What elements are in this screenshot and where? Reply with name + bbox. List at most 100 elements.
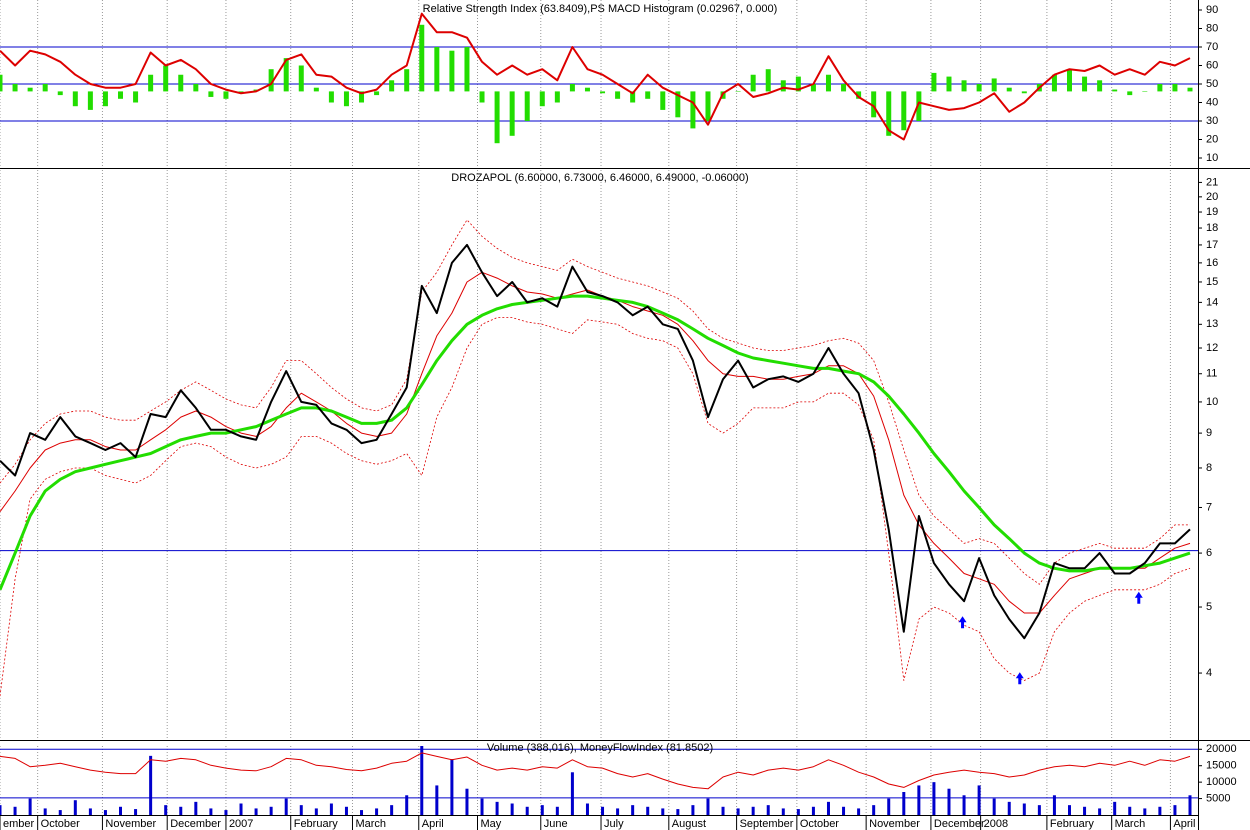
- bar: [1082, 76, 1088, 92]
- bar: [962, 795, 966, 815]
- bar: [1021, 91, 1027, 94]
- bar: [675, 91, 681, 118]
- y-tick-label: 8: [1206, 462, 1212, 474]
- bar: [1037, 805, 1041, 815]
- bar: [616, 808, 620, 815]
- bar: [43, 808, 47, 815]
- bar: [1188, 795, 1192, 815]
- y-tick-label: 80: [1206, 22, 1218, 34]
- bar: [1052, 795, 1056, 815]
- line: [0, 752, 1191, 790]
- bar: [163, 65, 169, 92]
- bar: [766, 805, 770, 815]
- y-tick-label: 7: [1206, 501, 1212, 513]
- y-tick-label: 19: [1206, 206, 1218, 218]
- bar: [283, 58, 289, 92]
- bar: [584, 87, 590, 92]
- bar: [133, 91, 139, 103]
- x-tick-label: March: [355, 818, 386, 830]
- y-tick-label: 12: [1206, 342, 1218, 354]
- y-tick-label: 6: [1206, 547, 1212, 559]
- bar: [464, 46, 470, 92]
- bar: [118, 91, 124, 99]
- x-tick-label: June: [544, 818, 568, 830]
- panel-title: Relative Strength Index (63.8409),PS MAC…: [423, 3, 778, 15]
- bar: [810, 84, 816, 92]
- bar: [223, 91, 229, 99]
- bar: [42, 84, 48, 92]
- y-tick-label: 70: [1206, 41, 1218, 53]
- bar: [690, 91, 696, 129]
- bar: [465, 788, 469, 815]
- bar: [886, 91, 892, 136]
- bar: [947, 788, 951, 815]
- bar: [328, 91, 334, 103]
- bar: [1006, 87, 1012, 92]
- bar: [735, 91, 741, 92]
- line: [0, 219, 1190, 585]
- bar: [569, 84, 575, 92]
- bar: [1172, 84, 1178, 92]
- y-tick-label: 40: [1206, 96, 1218, 108]
- bar: [1022, 803, 1026, 815]
- bar: [765, 69, 771, 92]
- y-tick-label: 90: [1206, 4, 1218, 16]
- bar: [0, 805, 2, 815]
- y-tick-label: 15000: [1206, 760, 1237, 772]
- bar: [268, 69, 274, 92]
- bar: [405, 795, 409, 815]
- bar: [676, 809, 680, 815]
- bar: [103, 810, 107, 815]
- bar: [1098, 808, 1102, 815]
- bar: [164, 805, 168, 815]
- bar: [570, 772, 574, 815]
- bar: [645, 91, 651, 99]
- bar: [946, 76, 952, 92]
- bar: [435, 785, 439, 815]
- bar: [1142, 91, 1148, 92]
- bar: [375, 808, 379, 815]
- bar: [615, 91, 621, 99]
- bar: [149, 755, 153, 815]
- bar: [254, 808, 258, 815]
- bar: [825, 74, 831, 92]
- bar: [72, 91, 78, 107]
- x-tick-label: ember: [3, 818, 35, 830]
- bar: [239, 803, 243, 815]
- bar: [780, 80, 786, 92]
- bar: [495, 801, 499, 815]
- bar: [600, 91, 606, 94]
- bar: [420, 746, 424, 815]
- bar: [27, 87, 33, 92]
- bar: [781, 808, 785, 815]
- bar: [525, 806, 529, 815]
- bar: [1113, 801, 1117, 815]
- bar: [480, 798, 484, 815]
- y-tick-label: 10: [1206, 396, 1218, 408]
- bar: [931, 72, 937, 92]
- bar: [12, 84, 18, 92]
- bar: [1066, 69, 1072, 92]
- y-tick-label: 21: [1206, 176, 1218, 188]
- line: [0, 294, 1191, 591]
- bar: [208, 91, 214, 97]
- x-tick-label: October: [41, 818, 80, 830]
- y-tick-label: 11: [1206, 368, 1217, 380]
- bar: [194, 801, 198, 815]
- bar: [916, 91, 922, 122]
- bar: [419, 24, 425, 92]
- bar: [1007, 801, 1011, 815]
- bar: [343, 91, 349, 107]
- bar: [811, 806, 815, 815]
- y-tick-label: 20: [1206, 133, 1218, 145]
- bar: [540, 805, 544, 815]
- bar: [360, 810, 364, 815]
- y-tick-label: 30: [1206, 115, 1218, 127]
- bar: [329, 803, 333, 815]
- bar: [991, 78, 997, 92]
- bar: [705, 91, 711, 122]
- bar: [224, 810, 228, 815]
- bar: [736, 808, 740, 815]
- bar: [193, 84, 199, 92]
- bar: [87, 91, 93, 110]
